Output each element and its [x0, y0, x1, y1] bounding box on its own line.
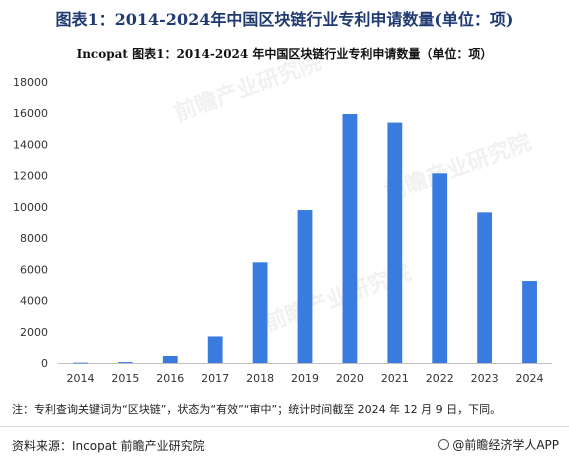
divider [0, 426, 569, 427]
brand-logo-icon [438, 439, 450, 450]
x-tick-label: 2015 [111, 372, 139, 385]
bar [477, 212, 493, 363]
x-tick-label: 2019 [291, 372, 319, 385]
chart-title: Incopat 图表1：2014-2024 年中国区块链行业专利申请数量（单位：… [76, 47, 493, 61]
x-tick-label: 2024 [516, 372, 544, 385]
y-tick-label: 10000 [13, 201, 48, 214]
page-title: 图表1：2014-2024年中国区块链行业专利申请数量(单位：项) [55, 10, 514, 29]
y-tick-label: 18000 [13, 76, 48, 89]
x-tick-label: 2020 [336, 372, 364, 385]
y-tick-label: 4000 [20, 295, 48, 308]
x-tick-label: 2017 [201, 372, 229, 385]
y-tick-label: 6000 [20, 263, 48, 276]
y-tick-label: 2000 [20, 326, 48, 339]
x-tick-label: 2014 [66, 372, 94, 385]
bar [522, 281, 537, 363]
y-tick-label: 12000 [13, 170, 48, 183]
brand-text: @前瞻经济学人APP [452, 438, 559, 452]
bar [432, 173, 448, 363]
x-tick-label: 2016 [156, 372, 184, 385]
y-tick-label: 16000 [13, 107, 48, 120]
y-tick-label: 0 [41, 357, 48, 370]
y-tick-label: 14000 [13, 138, 48, 151]
footnote: 注：专利查询关键词为“区块链”，状态为“有效”“审中”；统计时间截至 2024 … [12, 403, 502, 416]
bar [207, 336, 223, 363]
bar [73, 362, 88, 364]
bar [117, 362, 133, 363]
x-tick-label: 2022 [426, 372, 454, 385]
bar [297, 210, 313, 363]
x-tick-label: 2023 [471, 372, 499, 385]
bar [387, 122, 403, 363]
bar [162, 355, 178, 363]
x-tick-label: 2018 [246, 372, 274, 385]
bar-chart: 0 2000 4000 6000 8000 10000 12000 14000 16000 180… [13, 76, 552, 385]
y-tick-label: 8000 [20, 232, 48, 245]
source-text: 资料来源：Incopat 前瞻产业研究院 [12, 439, 205, 453]
bar [252, 262, 268, 363]
brand-credit: @前瞻经济学人APP [438, 436, 559, 453]
bar [342, 114, 358, 363]
x-tick-label: 2021 [381, 372, 409, 385]
